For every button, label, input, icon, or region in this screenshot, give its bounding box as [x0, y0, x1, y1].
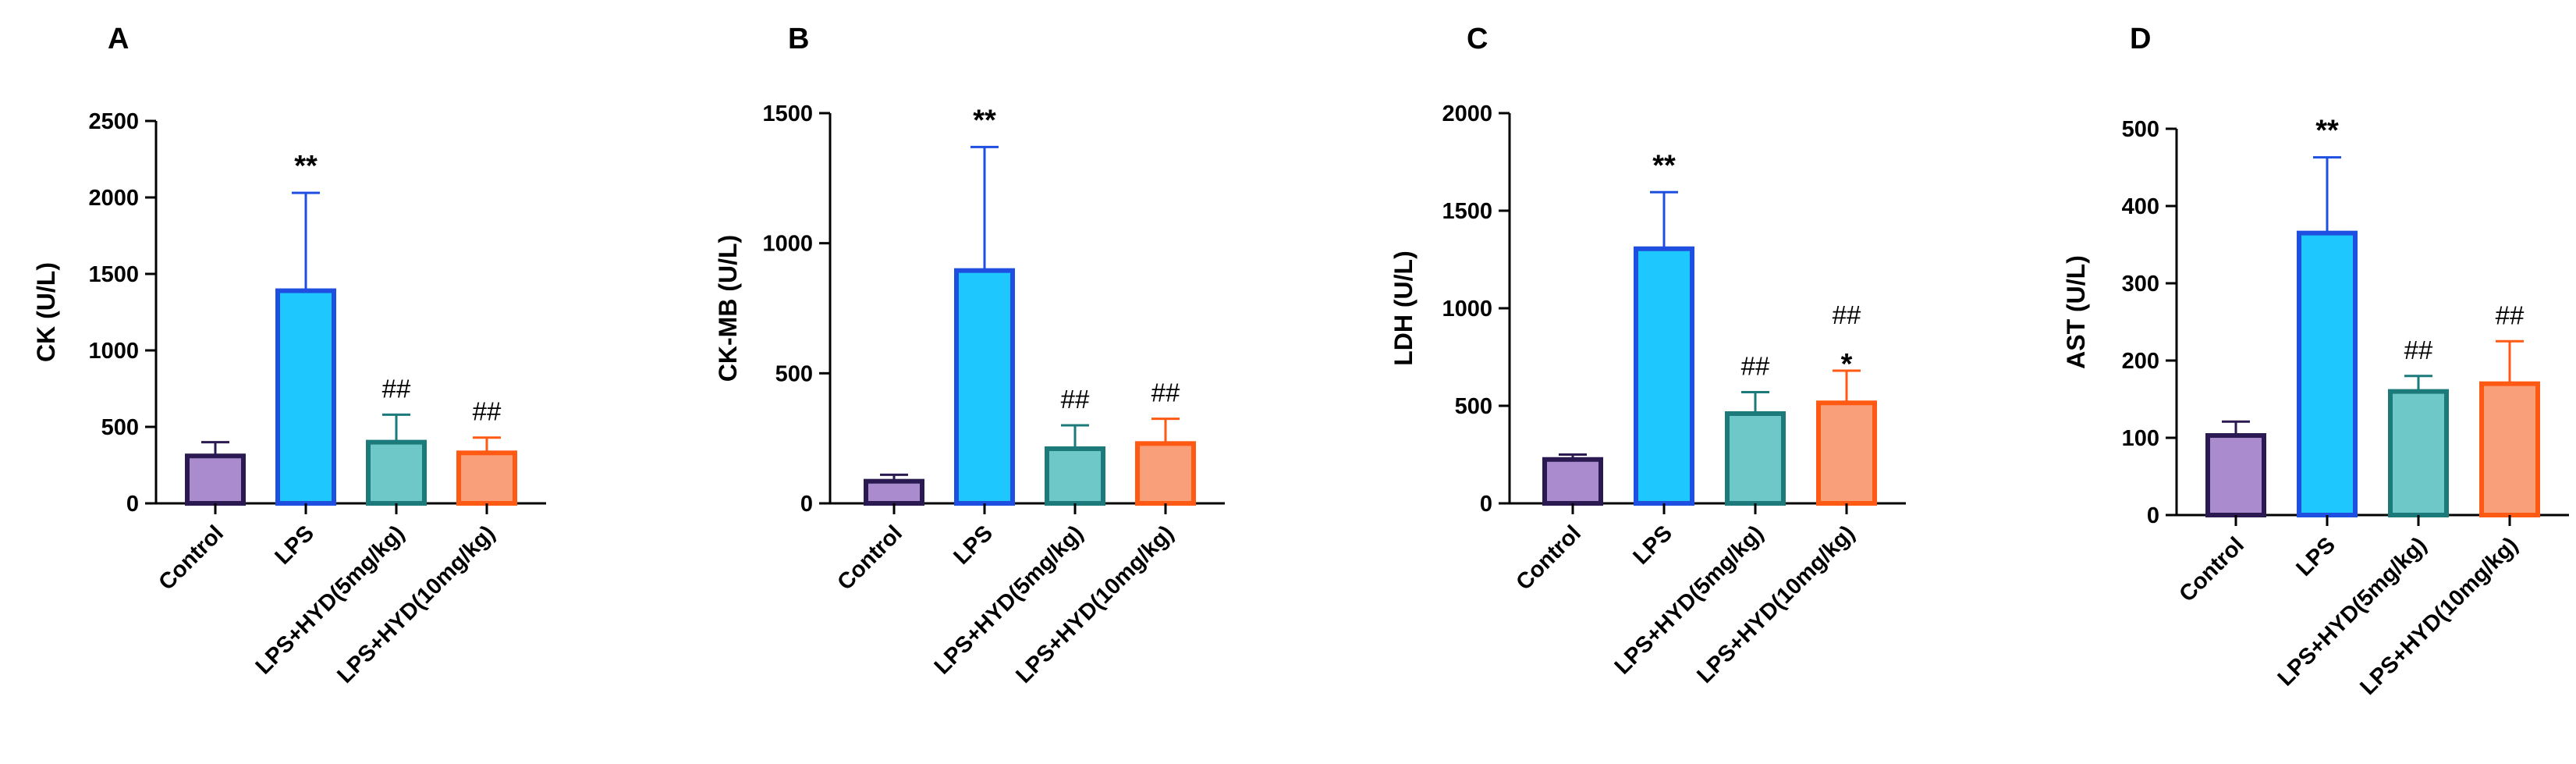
y-axis-label: AST (U/L)	[2062, 255, 2090, 369]
panel-b: B CK-MB (U/L) 0 500 1000 1500 Control LPS ** LP…	[714, 23, 1225, 688]
bar	[1542, 457, 1603, 506]
significance-star: **	[973, 104, 996, 137]
panel-letter: A	[108, 23, 129, 55]
panel-d: D AST (U/L) 0 100 200 300 400 500 Control LPS **…	[2062, 23, 2569, 700]
y-tick-label: 2500	[88, 109, 139, 134]
bar	[1725, 411, 1786, 506]
bar	[275, 288, 336, 506]
significance-hash: ##	[1151, 378, 1180, 407]
category-label: LPS+HYD(10mg/kg)	[332, 521, 500, 688]
y-tick-label: 0	[126, 492, 139, 517]
category-label: LPS+HYD(10mg/kg)	[1692, 521, 1860, 688]
y-axis-label: CK-MB (U/L)	[714, 235, 742, 382]
y-tick-label: 200	[2122, 349, 2159, 374]
y-tick-label: 400	[2122, 194, 2159, 219]
bar	[1816, 400, 1877, 506]
bar	[1045, 446, 1105, 506]
panel-letter: B	[788, 23, 809, 55]
category-label: LPS+HYD(5mg/kg)	[1610, 521, 1769, 679]
y-tick-label: 100	[2122, 426, 2159, 451]
bar	[2297, 230, 2358, 517]
y-tick-label: 300	[2122, 272, 2159, 297]
category-label: LPS	[1628, 521, 1677, 570]
category-label: LPS	[949, 521, 998, 570]
y-tick-label: 500	[1455, 394, 1492, 419]
bar	[1135, 441, 1196, 506]
y-tick-label: 0	[1480, 492, 1492, 517]
panel-a: A CK (U/L) 0 500 1000 1500 2000 2500 Control LP…	[32, 23, 546, 688]
category-label: LPS+HYD(10mg/kg)	[1011, 521, 1179, 688]
y-axis-label: CK (U/L)	[32, 262, 60, 362]
significance-star: **	[1652, 149, 1676, 182]
category-label: LPS	[270, 521, 319, 570]
bar	[185, 453, 246, 506]
y-tick-label: 1000	[88, 339, 139, 364]
category-label: LPS+HYD(5mg/kg)	[930, 521, 1088, 679]
significance-star: **	[294, 150, 318, 183]
significance-hash: ##	[382, 374, 411, 403]
y-tick-label: 1000	[762, 232, 813, 257]
bar	[456, 450, 517, 506]
significance-hash: ##	[1833, 300, 1861, 329]
category-label: LPS+HYD(5mg/kg)	[251, 521, 410, 679]
panel-letter: D	[2130, 23, 2151, 55]
y-tick-label: 0	[800, 492, 813, 517]
category-label: LPS	[2291, 532, 2340, 581]
y-tick-label: 1500	[1442, 199, 1492, 224]
category-label: LPS+HYD(10mg/kg)	[2355, 532, 2523, 700]
category-label: Control	[2174, 532, 2249, 607]
y-tick-label: 2000	[88, 186, 139, 211]
y-tick-label: 1000	[1442, 297, 1492, 322]
y-tick-label: 500	[775, 361, 813, 386]
y-tick-label: 500	[2122, 117, 2159, 142]
bar	[2388, 389, 2449, 517]
y-tick-label: 0	[2147, 503, 2159, 528]
category-label: Control	[832, 521, 907, 595]
y-tick-label: 2000	[1442, 101, 1492, 126]
y-tick-label: 1500	[762, 101, 813, 126]
category-label: Control	[1511, 521, 1586, 595]
bar	[2205, 433, 2266, 518]
category-label: Control	[154, 521, 229, 595]
significance-hash: ##	[473, 397, 502, 426]
y-axis-label: LDH (U/L)	[1389, 251, 1418, 366]
significance-star: *	[1841, 348, 1853, 381]
panel-letter: C	[1467, 23, 1488, 55]
y-tick-label: 1500	[88, 262, 139, 287]
bar	[864, 478, 924, 506]
significance-star: **	[2315, 115, 2339, 147]
category-label: LPS+HYD(5mg/kg)	[2273, 532, 2432, 691]
bar	[366, 439, 427, 506]
significance-hash: ##	[1741, 352, 1770, 381]
bar	[1634, 246, 1694, 506]
y-tick-label: 500	[101, 415, 139, 440]
bar	[954, 268, 1015, 506]
bar	[2479, 381, 2540, 518]
significance-hash: ##	[1061, 385, 1090, 414]
significance-hash: ##	[2496, 300, 2525, 329]
significance-hash: ##	[2404, 336, 2433, 364]
